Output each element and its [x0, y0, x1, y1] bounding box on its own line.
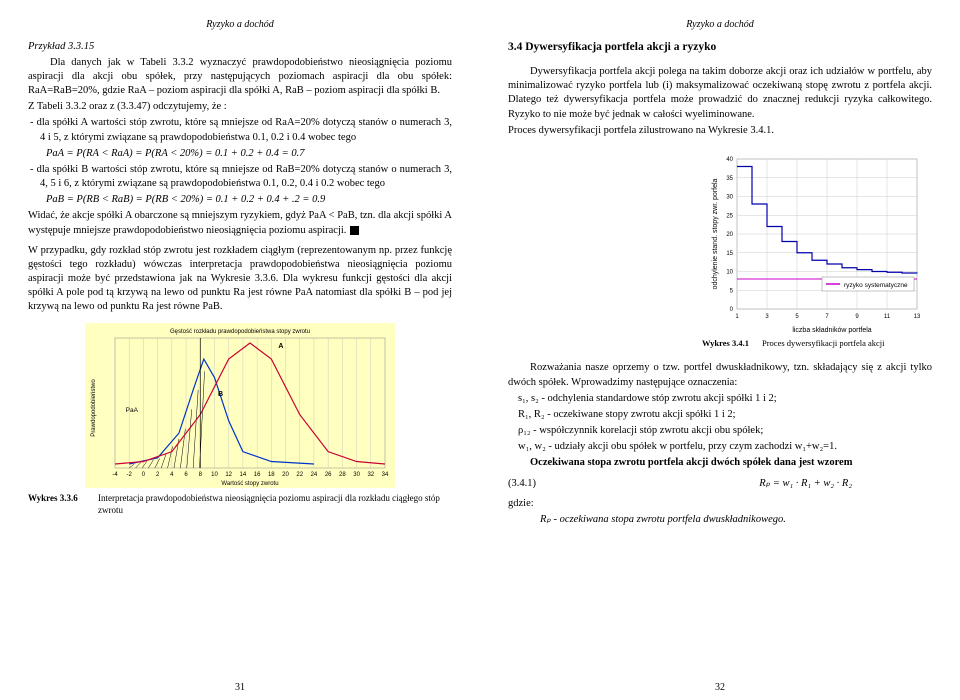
- diversification-chart: odchylenie stand. stopy zwr. porfela lic…: [707, 154, 927, 334]
- chart2-wrap: odchylenie stand. stopy zwr. porfela lic…: [702, 144, 932, 349]
- svg-text:-4: -4: [112, 472, 118, 478]
- example-title: Przykład 3.3.15: [28, 40, 452, 54]
- svg-text:12: 12: [225, 472, 232, 478]
- density-chart: Gęstość rozkładu prawdopodobieństwa stop…: [85, 323, 395, 488]
- header-left: Ryzyko a dochód: [28, 18, 452, 32]
- svg-text:28: 28: [339, 472, 346, 478]
- svg-text:-2: -2: [127, 472, 133, 478]
- svg-text:26: 26: [325, 472, 332, 478]
- svg-text:5: 5: [730, 288, 734, 294]
- equation: Rₚ = w₁ · R₁ + w₂ · R₂: [759, 477, 852, 491]
- svg-text:B: B: [218, 391, 223, 398]
- def-line: ρ₁₂ - współczynnik korelacji stóp zwrotu…: [518, 424, 932, 438]
- paragraph: gdzie:: [508, 497, 932, 511]
- chart-xlabel: Wartość stopy zwrotu: [221, 481, 278, 487]
- svg-text:14: 14: [240, 472, 247, 478]
- chart-number: Wykres 3.4.1: [702, 338, 762, 349]
- paragraph: Z Tabeli 3.3.2 oraz z (3.3.47) odczytuje…: [28, 100, 452, 114]
- def-line: R₁, R₂ - oczekiwane stopy zwrotu akcji s…: [518, 408, 932, 422]
- svg-text:7: 7: [825, 314, 829, 320]
- chart2-xlabel: liczba składników portfela: [792, 327, 871, 334]
- paragraph: Oczekiwana stopa zwrotu portfela akcji d…: [508, 456, 932, 470]
- svg-text:20: 20: [282, 472, 289, 478]
- page-number: 32: [480, 681, 960, 695]
- list-item: dla spółki A wartości stóp zwrotu, które…: [28, 116, 452, 144]
- chart-number: Wykres 3.3.6: [28, 492, 98, 516]
- chart-caption-text: Proces dywersyfikacji portfela akcji: [762, 338, 932, 349]
- paragraph: Proces dywersyfikacji portfela zilustrow…: [508, 124, 932, 138]
- page-number: 31: [0, 681, 480, 695]
- svg-text:30: 30: [353, 472, 360, 478]
- chart-caption-text: Interpretacja prawdopodobieństwa nieosią…: [98, 492, 452, 516]
- equation-line: (3.4.1) Rₚ = w₁ · R₁ + w₂ · R₂: [508, 477, 932, 491]
- section-title: 3.4 Dywersyfikacja portfela akcji a ryzy…: [508, 40, 932, 56]
- svg-text:PaAPaBRa: PaAPaBRa: [126, 407, 139, 414]
- chart-title: Gęstość rozkładu prawdopodobieństwa stop…: [170, 329, 310, 335]
- svg-text:10: 10: [211, 472, 218, 478]
- chart-ylabel: Prawdopodobieństwo: [91, 378, 97, 436]
- svg-text:16: 16: [254, 472, 261, 478]
- page-left: Ryzyko a dochód Przykład 3.3.15 Dla dany…: [0, 0, 480, 700]
- legend-label: ryzyko systematyczne: [844, 282, 908, 289]
- equation-number: (3.4.1): [508, 477, 536, 491]
- svg-text:24: 24: [311, 472, 318, 478]
- svg-text:18: 18: [268, 472, 275, 478]
- def-line: Rₚ - oczekiwana stopa zwrotu portfela dw…: [540, 513, 932, 527]
- header-right: Ryzyko a dochód: [508, 18, 932, 32]
- def-line: w₁, w₂ - udziały akcji obu spółek w port…: [518, 440, 932, 454]
- svg-text:1: 1: [735, 314, 739, 320]
- svg-text:A: A: [278, 343, 283, 350]
- svg-text:13: 13: [914, 314, 921, 320]
- svg-text:5: 5: [795, 314, 799, 320]
- svg-text:0: 0: [730, 307, 734, 313]
- page-right: Ryzyko a dochód 3.4 Dywersyfikacja portf…: [480, 0, 960, 700]
- formula: PaA = P(RA < RaA) = P(RA < 20%) = 0.1 + …: [46, 147, 452, 161]
- list-item: dla spółki B wartości stóp zwrotu, które…: [28, 163, 452, 191]
- def-line: s₁, s₂ - odchylenia standardowe stóp zwr…: [518, 392, 932, 406]
- svg-text:20: 20: [726, 232, 733, 238]
- svg-text:22: 22: [296, 472, 303, 478]
- paragraph: Widać, że akcje spółki A obarczone są mn…: [28, 209, 452, 237]
- paragraph: Dla danych jak w Tabeli 3.3.2 wyznaczyć …: [28, 56, 452, 99]
- svg-text:40: 40: [726, 157, 733, 163]
- svg-text:35: 35: [726, 176, 733, 182]
- svg-text:11: 11: [884, 314, 891, 320]
- svg-text:30: 30: [726, 194, 733, 200]
- svg-text:25: 25: [726, 213, 733, 219]
- chart2-ylabel: odchylenie stand. stopy zwr. porfela: [712, 178, 719, 289]
- formula: PaB = P(RB < RaB) = P(RB < 20%) = 0.1 + …: [46, 193, 452, 207]
- paragraph: Dywersyfikacja portfela akcji polega na …: [508, 65, 932, 122]
- qed-mark: [350, 226, 359, 235]
- chart-caption: Wykres 3.3.6 Interpretacja prawdopodobie…: [28, 492, 452, 516]
- svg-text:15: 15: [726, 251, 733, 257]
- svg-text:9: 9: [855, 314, 859, 320]
- svg-text:32: 32: [367, 472, 374, 478]
- paragraph: W przypadku, gdy rozkład stóp zwrotu jes…: [28, 244, 452, 315]
- chart2-legend: ryzyko systematyczne: [822, 277, 914, 291]
- svg-text:34: 34: [382, 472, 389, 478]
- paragraph: Rozważania nasze oprzemy o tzw. portfel …: [508, 361, 932, 389]
- chart2-caption: Wykres 3.4.1 Proces dywersyfikacji portf…: [702, 338, 932, 349]
- svg-text:10: 10: [726, 269, 733, 275]
- svg-text:3: 3: [765, 314, 769, 320]
